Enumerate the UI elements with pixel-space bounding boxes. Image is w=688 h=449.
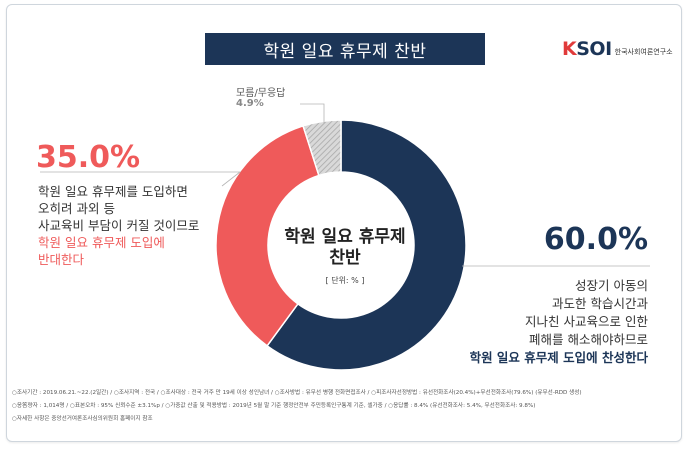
oppose-line: 사교육비 부담이 커질 것이므로 [38,218,200,233]
logo-rest: SOI [576,38,612,60]
support-description: 성장기 아동의 과도한 학습시간과 지나친 사교육으로 인한 폐해를 해소해야하… [470,277,648,367]
support-percent: 60.0% [543,222,648,257]
center-title-line: 학원 일요 휴무제 [284,227,406,247]
logo-mark: KSOI [562,38,612,60]
footnote-line: ○자세한 사항은 중앙선거여론조사심의위원회 홈페이지 참조 [12,416,153,422]
leader-unknown [300,103,325,124]
slice-unknown [302,119,342,177]
slice-oppose [215,124,320,347]
leader-oppose [40,171,242,187]
footnote-line: ○응答량자 : 1,014명 / ○표본오차 : 95% 신뢰수준 ±3.1%p… [12,403,536,409]
ksoi-logo: KSOI 한국사회여론연구소 [562,38,673,60]
oppose-highlight: 학원 일요 휴무제 도입에 [38,235,165,250]
unknown-percent: 4.9% [236,98,264,109]
slice-support [266,119,467,371]
unit-label: [ 단위: % ] [325,276,365,285]
oppose-line: 오히려 과외 등 [38,201,115,216]
support-line: 지나친 사교육으로 인한 [525,314,648,329]
oppose-percent: 35.0% [36,140,141,175]
chart-title: 학원 일요 휴무제 찬반 [205,33,485,65]
support-line: 과도한 학습시간과 [552,296,648,311]
support-line: 폐해를 해소해야하므로 [529,332,648,347]
unknown-label: 모름/무응답 [236,88,286,99]
support-highlight: 학원 일요 휴무제 도입에 찬성한다 [469,350,648,365]
logo-k: K [562,38,577,60]
oppose-description: 학원 일요 휴무제를 도입하면 오히려 과외 등 사교육비 부담이 커질 것이므… [38,183,199,268]
center-title-line: 찬반 [329,248,361,268]
footnote-line: ○조사기간 : 2019.06.21.~22.(2일간) / ○조사지역 : 전… [12,390,582,396]
oppose-highlight: 반대한다 [38,252,85,267]
logo-subtitle: 한국사회여론연구소 [614,48,673,56]
donut-center-title: 학원 일요 휴무제 찬반 [280,227,410,269]
support-line: 성장기 아동의 [575,278,648,293]
oppose-line: 학원 일요 휴무제를 도입하면 [38,184,188,199]
survey-footnote: ○조사기간 : 2019.06.21.~22.(2일간) / ○조사지역 : 전… [12,387,674,426]
